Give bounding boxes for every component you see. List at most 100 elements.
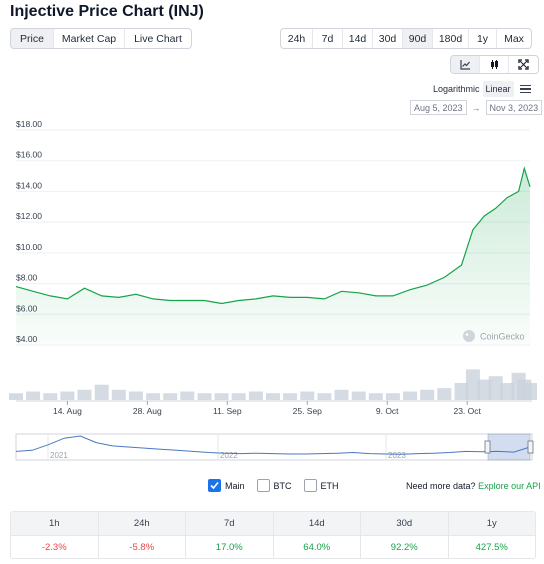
- view-tabs: Price Market Cap Live Chart: [10, 28, 192, 49]
- linear-button[interactable]: Linear: [482, 81, 514, 97]
- tab-live-chart[interactable]: Live Chart: [134, 32, 182, 45]
- volume-bar: [231, 393, 246, 400]
- stats-value-1h: -2.3%: [11, 535, 99, 558]
- volume-bar: [146, 393, 161, 400]
- volume-bar: [500, 383, 515, 400]
- stats-value-24h: -5.8%: [98, 535, 186, 558]
- x-tick-label: 25. Sep: [293, 406, 323, 416]
- date-from-input[interactable]: Aug 5, 2023: [410, 100, 467, 115]
- volume-bar: [283, 393, 298, 400]
- logarithmic-button[interactable]: Logarithmic: [433, 84, 480, 94]
- fullscreen-icon: [518, 59, 529, 70]
- api-note: Need more data? Explore our API: [406, 481, 541, 491]
- navigator-years: 2021 2022 2023: [47, 434, 406, 460]
- arrow-right-icon: →: [471, 102, 481, 113]
- checkbox-main[interactable]: [208, 479, 221, 492]
- volume-bar: [128, 391, 143, 400]
- checkbox-btc[interactable]: [256, 479, 270, 492]
- x-tick-label: 9. Oct: [376, 406, 399, 416]
- api-note-text: Need more data?: [406, 481, 476, 491]
- watermark: CoinGecko: [463, 330, 525, 342]
- stats-header-row: 1h 24h 7d 14d 30d 1y: [11, 512, 535, 535]
- price-line: [15, 166, 531, 305]
- volume-bar: [317, 393, 332, 400]
- volume-bar: [477, 379, 492, 400]
- x-tick-label: 11. Sep: [213, 406, 242, 416]
- tab-price[interactable]: Price: [11, 29, 54, 48]
- line-chart-icon: [459, 60, 470, 70]
- volume-bar: [465, 369, 480, 400]
- range-180d[interactable]: 180d: [433, 29, 469, 48]
- volume-bar: [437, 388, 452, 400]
- line-chart-button[interactable]: [451, 56, 480, 73]
- volume-bar: [454, 383, 469, 400]
- stats-header-7d: 7d: [186, 512, 274, 535]
- navigator-year-label: 2021: [50, 451, 68, 460]
- volume-bar: [111, 389, 126, 400]
- range-7d[interactable]: 7d: [313, 29, 343, 48]
- legend-main[interactable]: Main: [208, 479, 245, 492]
- stats-header-14d: 14d: [273, 512, 361, 535]
- volume-bar: [9, 393, 23, 400]
- range-1y[interactable]: 1y: [469, 29, 497, 48]
- x-tick-label: 14. Aug: [53, 406, 82, 416]
- stats-header-24h: 24h: [98, 512, 186, 535]
- stats-value-14d: 64.0%: [273, 535, 361, 558]
- x-axis: 14. Aug 28. Aug 11. Sep 25. Sep 9. Oct 23. Oc…: [53, 401, 482, 416]
- fullscreen-button[interactable]: [509, 56, 538, 73]
- stats-value-row: -2.3% -5.8% 17.0% 64.0% 92.2% 427.5%: [11, 535, 535, 558]
- y-tick-label: $14.00: [16, 180, 42, 190]
- stats-value-1y: 427.5%: [448, 535, 535, 558]
- price-chart[interactable]: $18.00$16.00$14.00$12.00$10.00$8.00$6.00…: [0, 0, 544, 470]
- date-range: Aug 5, 2023 → Nov 3, 2023: [410, 100, 543, 115]
- y-tick-label: $10.00: [16, 242, 42, 252]
- y-tick-label: $16.00: [16, 150, 42, 160]
- volume-bar: [403, 391, 418, 400]
- y-tick-label: $12.00: [16, 211, 42, 221]
- range-24h[interactable]: 24h: [281, 29, 313, 48]
- volume-bar: [266, 393, 280, 400]
- x-tick-label: 23. Oct: [453, 406, 481, 416]
- volume-bar: [94, 384, 109, 400]
- volume-bar: [43, 393, 58, 400]
- series-legend: Main BTC ETH: [208, 479, 351, 492]
- volume-bar: [180, 391, 195, 400]
- range-90d[interactable]: 90d: [403, 29, 433, 48]
- volume-bar: [248, 391, 263, 400]
- navigator-handle-left[interactable]: [484, 440, 491, 454]
- volume-bar: [368, 393, 383, 400]
- stats-value-30d: 92.2%: [361, 535, 449, 558]
- explore-api-link[interactable]: Explore our API: [478, 481, 541, 491]
- range-14d[interactable]: 14d: [343, 29, 373, 48]
- x-tick-label: 28. Aug: [133, 406, 162, 416]
- volume-bar: [77, 389, 92, 400]
- legend-btc[interactable]: BTC: [256, 479, 292, 492]
- y-tick-label: $18.00: [16, 119, 42, 129]
- stats-header-1y: 1y: [448, 512, 535, 535]
- volume-bar: [26, 391, 41, 400]
- navigator-selection[interactable]: [487, 433, 531, 461]
- tab-market-cap[interactable]: Market Cap: [54, 29, 125, 48]
- price-change-table: 1h 24h 7d 14d 30d 1y -2.3% -5.8% 17.0% 6…: [10, 511, 536, 559]
- volume-bar: [351, 391, 366, 400]
- scale-selector: Logarithmic Linear: [430, 81, 531, 97]
- candlestick-icon: [490, 60, 498, 69]
- navigator[interactable]: 2021 2022 2023: [15, 433, 534, 461]
- legend-eth[interactable]: ETH: [303, 479, 339, 492]
- candlestick-button[interactable]: [480, 56, 509, 73]
- range-30d[interactable]: 30d: [373, 29, 403, 48]
- legend-main-label: Main: [225, 480, 245, 491]
- volume-bar: [385, 393, 400, 400]
- hamburger-menu-icon[interactable]: [519, 83, 531, 96]
- checkbox-eth[interactable]: [303, 479, 317, 492]
- volume-bar: [197, 393, 212, 400]
- volume-bars: [9, 369, 537, 400]
- date-to-input[interactable]: Nov 3, 2023: [485, 100, 543, 115]
- volume-bar: [334, 389, 349, 400]
- stats-header-30d: 30d: [361, 512, 449, 535]
- legend-eth-label: ETH: [320, 480, 339, 491]
- volume-bar: [163, 393, 178, 400]
- range-max[interactable]: Max: [504, 32, 524, 45]
- coingecko-watermark: CoinGecko: [480, 332, 525, 342]
- navigator-handle-right[interactable]: [527, 440, 534, 454]
